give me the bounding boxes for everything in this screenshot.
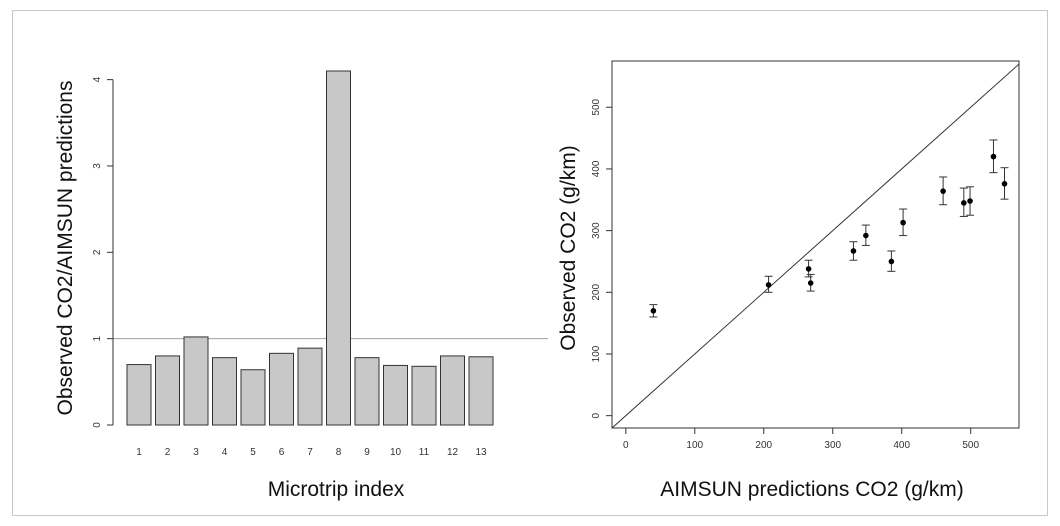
identity-line — [611, 63, 1020, 429]
y-tick-label: 400 — [591, 160, 602, 177]
x-tick-label: 100 — [686, 440, 703, 451]
x-axis-label: AIMSUN predictions CO2 (g/km) — [660, 478, 963, 501]
data-point-6 — [863, 232, 869, 239]
x-tick-label: 9 — [364, 447, 370, 458]
x-tick-label: 13 — [475, 447, 487, 458]
y-tick-label: 200 — [591, 284, 602, 301]
figure-frame — [12, 10, 1048, 516]
x-tick-label: 1 — [136, 447, 142, 458]
bar-10 — [383, 364, 408, 426]
bar-8 — [326, 70, 351, 426]
x-tick-label: 200 — [755, 440, 772, 451]
bar-13 — [468, 356, 494, 426]
data-point-4 — [807, 280, 814, 286]
y-tick-label: 0 — [92, 422, 103, 428]
bar-1 — [126, 364, 152, 426]
data-point-10 — [961, 200, 967, 206]
x-tick-label: 12 — [447, 447, 459, 458]
x-tick-label: 8 — [336, 447, 342, 458]
plot-box — [611, 60, 1020, 429]
x-tick-label: 11 — [419, 447, 430, 458]
x-tick-label: 3 — [193, 447, 199, 458]
bar-9 — [354, 357, 380, 426]
x-tick-label: 0 — [623, 440, 629, 451]
x-tick-label: 4 — [222, 447, 228, 458]
x-tick-label: 10 — [390, 447, 402, 458]
data-point-2 — [765, 282, 772, 288]
data-point-5 — [850, 248, 857, 254]
bar-5 — [240, 369, 266, 426]
y-axis-label: Observed CO2 (g/km) — [557, 145, 580, 350]
bar-7 — [297, 347, 323, 426]
x-tick-label: 500 — [962, 440, 979, 451]
x-tick-label: 300 — [824, 440, 841, 451]
x-tick-label: 2 — [165, 447, 171, 458]
y-tick-label: 300 — [591, 222, 602, 239]
y-tick-label: 2 — [92, 249, 103, 255]
bar-3 — [183, 336, 209, 426]
bar-12 — [440, 355, 465, 426]
y-tick-label: 500 — [591, 98, 602, 115]
data-point-11 — [967, 198, 973, 204]
x-tick-label: 5 — [250, 447, 256, 458]
x-tick-label: 6 — [279, 447, 285, 458]
bar-11 — [411, 365, 437, 426]
bar-4 — [212, 357, 237, 426]
co2-scatter-chart: 0 100 200 300 400 500 0 100 200 300 400 500 AIMSUN p… — [557, 60, 1020, 501]
x-tick-label: 7 — [307, 447, 313, 458]
data-point-1 — [650, 308, 657, 314]
y-axis-label: Observed CO2/AIMSUN predictions — [54, 81, 77, 416]
data-point-3 — [805, 266, 812, 272]
bar-2 — [155, 355, 180, 426]
y-tick-label: 4 — [92, 76, 103, 82]
data-point-13 — [1001, 180, 1008, 187]
x-axis-label: Microtrip index — [268, 478, 405, 501]
y-tick-label: 1 — [92, 335, 103, 341]
x-tick-label: 400 — [893, 440, 910, 451]
y-tick-label: 100 — [591, 345, 602, 362]
y-tick-label: 3 — [92, 163, 103, 169]
data-point-8 — [900, 219, 906, 226]
y-tick-label: 0 — [591, 412, 602, 418]
data-point-7 — [888, 258, 895, 265]
bar-6 — [269, 352, 294, 426]
data-point-9 — [940, 188, 946, 194]
data-point-12 — [990, 153, 997, 160]
